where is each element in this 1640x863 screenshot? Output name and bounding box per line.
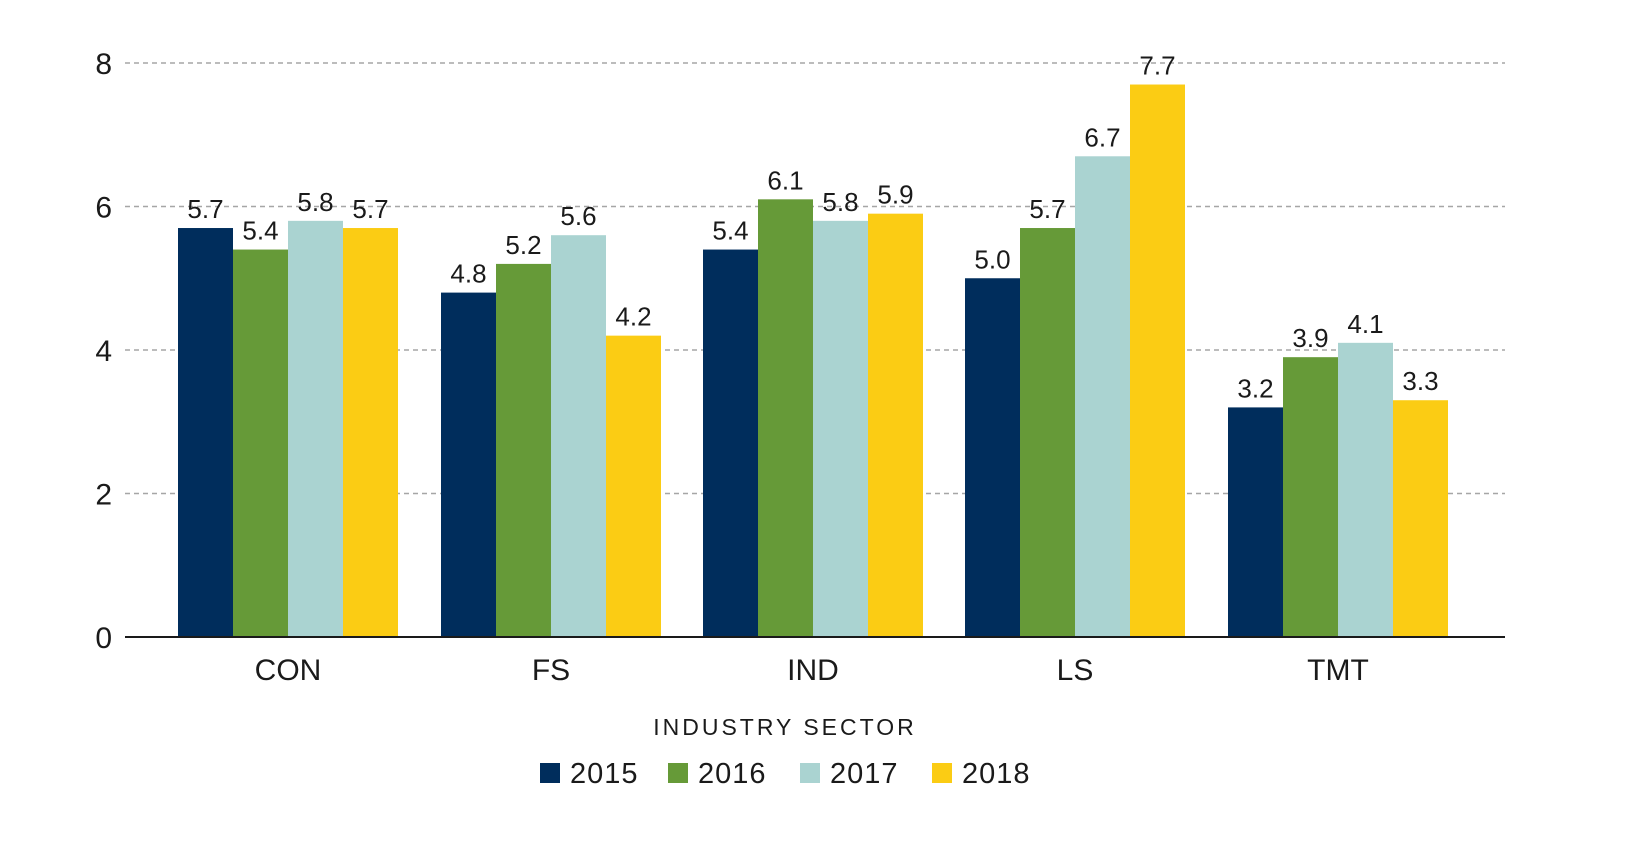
y-tick-label: 0 xyxy=(95,622,112,655)
bar-ls-2017 xyxy=(1075,156,1130,637)
x-category-label: FS xyxy=(532,654,570,687)
bar-tmt-2015 xyxy=(1228,407,1283,637)
bar-con-2016 xyxy=(233,249,288,638)
data-label: 3.2 xyxy=(1237,373,1273,403)
bar-ind-2017 xyxy=(813,220,868,637)
data-label: 7.7 xyxy=(1139,51,1175,81)
y-tick-label: 8 xyxy=(95,48,112,81)
data-label: 3.3 xyxy=(1402,366,1438,396)
data-label: 5.7 xyxy=(1029,194,1065,224)
x-category-label: CON xyxy=(255,654,322,687)
data-label: 4.1 xyxy=(1347,309,1383,339)
axes: 0 2 4 6 8 CON FS IND LS TMT xyxy=(95,48,1505,687)
data-label: 5.6 xyxy=(560,201,596,231)
x-category-label: TMT xyxy=(1307,654,1369,687)
bar-tmt-2018 xyxy=(1393,400,1448,637)
bar-fs-2015 xyxy=(441,292,496,637)
bar-ls-2018 xyxy=(1130,84,1185,637)
legend-label-2017: 2017 xyxy=(830,758,899,790)
legend-label-2018: 2018 xyxy=(962,758,1031,790)
bar-fs-2018 xyxy=(606,335,661,637)
y-tick-label: 4 xyxy=(95,335,112,368)
bar-ind-2018 xyxy=(868,213,923,638)
data-label: 5.0 xyxy=(974,244,1010,274)
legend-swatch-2017 xyxy=(800,763,820,783)
data-label: 5.7 xyxy=(187,194,223,224)
data-label: 5.2 xyxy=(505,230,541,260)
data-label: 6.7 xyxy=(1084,122,1120,152)
y-tick-label: 2 xyxy=(95,479,112,512)
bar-ind-2016 xyxy=(758,199,813,637)
x-category-label: IND xyxy=(787,654,839,687)
bar-ls-2015 xyxy=(965,278,1020,637)
data-label: 5.4 xyxy=(712,216,748,246)
data-label: 5.7 xyxy=(352,194,388,224)
data-label: 3.9 xyxy=(1292,323,1328,353)
legend-label-2016: 2016 xyxy=(698,758,767,790)
value-labels: 5.7 4.8 5.4 5.0 3.2 5.4 5.2 6.1 5.7 3.9 5.8 5.6 5.8 6… xyxy=(187,51,1438,404)
bar-ind-2015 xyxy=(703,249,758,638)
bar-tmt-2016 xyxy=(1283,357,1338,637)
y-tick-label: 6 xyxy=(95,192,112,225)
x-axis-title: INDUSTRY SECTOR xyxy=(653,714,917,740)
legend: 2015 2016 2017 2018 xyxy=(540,758,1031,790)
legend-swatch-2016 xyxy=(668,763,688,783)
legend-label-2015: 2015 xyxy=(570,758,639,790)
bar-con-2017 xyxy=(288,220,343,637)
bar-fs-2017 xyxy=(551,235,606,637)
data-label: 6.1 xyxy=(767,165,803,195)
bar-con-2015 xyxy=(178,228,233,637)
legend-swatch-2015 xyxy=(540,763,560,783)
data-label: 4.2 xyxy=(615,302,651,332)
data-label: 5.4 xyxy=(242,216,278,246)
bars xyxy=(178,84,1448,638)
data-label: 5.8 xyxy=(297,187,333,217)
data-label: 5.8 xyxy=(822,187,858,217)
bar-fs-2016 xyxy=(496,263,551,637)
legend-swatch-2018 xyxy=(932,763,952,783)
bar-tmt-2017 xyxy=(1338,342,1393,637)
data-label: 5.9 xyxy=(877,180,913,210)
data-label: 4.8 xyxy=(450,259,486,289)
x-category-label: LS xyxy=(1057,654,1094,687)
bar-con-2018 xyxy=(343,228,398,637)
bar-ls-2016 xyxy=(1020,228,1075,637)
